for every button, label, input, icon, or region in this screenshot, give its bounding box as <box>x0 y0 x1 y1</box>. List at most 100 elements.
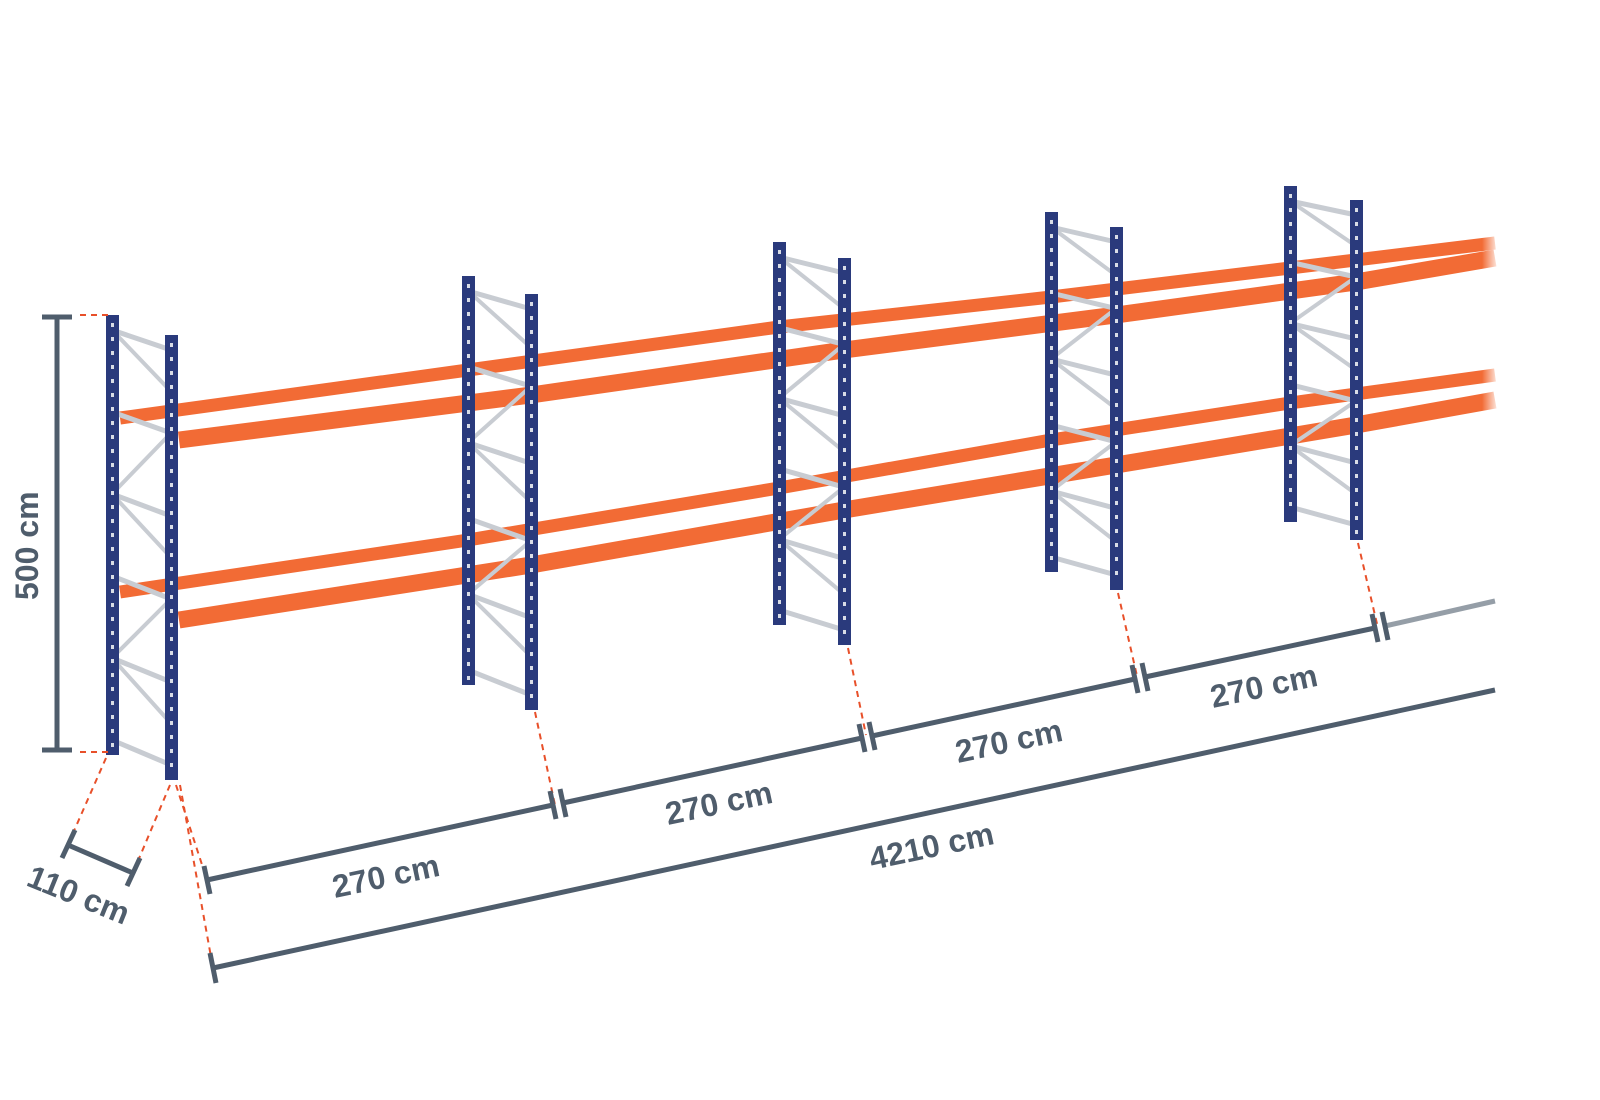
upright-hole <box>1050 220 1053 224</box>
upright-hole <box>843 630 846 634</box>
upright-hole <box>467 578 470 582</box>
upright-hole <box>530 554 533 558</box>
upright-hole <box>778 348 781 352</box>
upright-hole <box>778 264 781 268</box>
upright-hole <box>170 385 173 389</box>
guide-line <box>175 784 208 881</box>
upright-hole <box>467 340 470 344</box>
upright-hole <box>530 470 533 474</box>
upright-hole <box>467 438 470 442</box>
upright-hole <box>530 526 533 530</box>
diagonal-brace <box>1288 321 1358 372</box>
bay-1-label: 270 cm <box>329 847 443 905</box>
upright-hole <box>1289 320 1292 324</box>
upright-hole <box>170 427 173 431</box>
upright-hole <box>1289 208 1292 212</box>
diagonal-brace <box>1049 225 1118 277</box>
upright-hole <box>1115 417 1118 421</box>
beam-back-lower <box>119 368 1496 599</box>
upright-hole <box>1050 514 1053 518</box>
horizontal-brace <box>467 364 532 389</box>
upright-hole <box>1289 348 1292 352</box>
frames <box>106 186 1363 780</box>
upright-hole <box>467 564 470 568</box>
upright-hole <box>111 323 114 327</box>
upright-hole <box>1115 319 1118 323</box>
upright-hole <box>778 530 781 534</box>
upright-hole <box>1115 515 1118 519</box>
upright-hole <box>530 610 533 614</box>
horizontal-brace <box>1050 488 1117 511</box>
diagonal-brace <box>777 396 846 454</box>
upright-hole <box>467 648 470 652</box>
guide-lines <box>69 314 1379 969</box>
frame-5 <box>1284 186 1363 540</box>
upright-hole <box>1115 529 1118 533</box>
upright-hole <box>778 614 781 618</box>
upright-hole <box>170 413 173 417</box>
upright-hole <box>170 595 173 599</box>
upright-hole <box>170 721 173 725</box>
diagonal-brace <box>777 342 846 400</box>
upright-hole <box>843 532 846 536</box>
upright-hole <box>843 364 846 368</box>
upright-hole <box>1289 222 1292 226</box>
upright-hole <box>843 546 846 550</box>
upright-hole <box>1050 402 1053 406</box>
upright-hole <box>170 343 173 347</box>
upright-hole <box>1355 306 1358 310</box>
upright-hole <box>467 550 470 554</box>
upright-hole <box>1050 276 1053 280</box>
upright-hole <box>530 638 533 642</box>
upright-hole <box>467 410 470 414</box>
upright-hole <box>1289 418 1292 422</box>
upright-hole <box>1289 250 1292 254</box>
bay-2-label: 270 cm <box>662 774 776 832</box>
diagonal-brace <box>466 384 533 445</box>
horizontal-brace <box>778 325 845 347</box>
frame-2 <box>462 276 538 710</box>
frame-3 <box>773 242 851 645</box>
upright-hole <box>1355 446 1358 450</box>
upright-hole <box>1355 278 1358 282</box>
horizontal-brace <box>1289 504 1357 528</box>
upright-hole <box>843 266 846 270</box>
upright-hole <box>170 581 173 585</box>
upright-hole <box>1355 418 1358 422</box>
upright-hole <box>1355 348 1358 352</box>
upright-hole <box>530 316 533 320</box>
upright-hole <box>1355 292 1358 296</box>
diagonal-brace <box>110 492 173 559</box>
upright-hole <box>1115 431 1118 435</box>
guide-line <box>69 757 107 841</box>
upright-hole <box>111 365 114 369</box>
upright-hole <box>1115 487 1118 491</box>
upright-hole <box>1115 235 1118 239</box>
bay-3-label: 270 cm <box>952 712 1066 770</box>
upright-hole <box>843 406 846 410</box>
upright-hole <box>467 382 470 386</box>
upright-hole <box>170 497 173 501</box>
tick <box>201 865 213 895</box>
upright-hole <box>843 322 846 326</box>
upright-hole <box>467 606 470 610</box>
upright-hole <box>111 729 114 733</box>
upright-hole <box>1355 488 1358 492</box>
upright-hole <box>843 420 846 424</box>
horizontal-brace <box>467 440 532 466</box>
upright-hole <box>530 414 533 418</box>
upright-hole <box>1289 446 1292 450</box>
upright-hole <box>1050 556 1053 560</box>
horizontal-brace <box>111 409 172 436</box>
upright-hole <box>778 376 781 380</box>
upright-hole <box>467 522 470 526</box>
upright-hole <box>843 308 846 312</box>
upright-hole <box>1050 346 1053 350</box>
upright-hole <box>1355 320 1358 324</box>
upright-hole <box>1355 222 1358 226</box>
upright-hole <box>530 456 533 460</box>
upright-hole <box>1050 430 1053 434</box>
upright-hole <box>778 544 781 548</box>
upright-hole <box>1355 362 1358 366</box>
diagonal-brace <box>110 656 173 725</box>
